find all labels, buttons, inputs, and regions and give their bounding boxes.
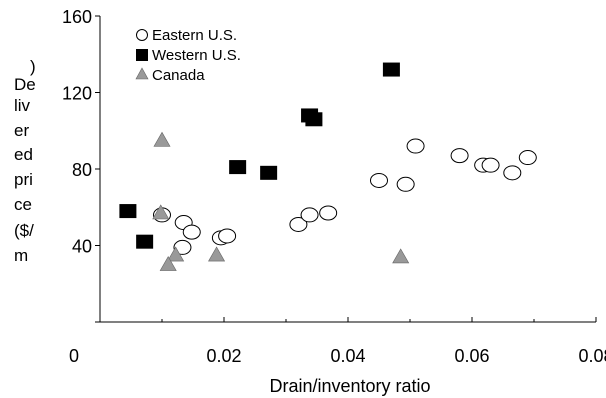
ticks [95, 15, 597, 323]
legend-marker-square [136, 49, 148, 61]
point-eastern [503, 165, 522, 181]
x-tick-label: 0.04 [330, 346, 365, 366]
point-canada [152, 204, 170, 220]
legend-label-canada: Canada [152, 67, 205, 84]
point-eastern [319, 205, 338, 221]
y-axis-title-line: ed [14, 145, 33, 164]
y-axis-title: )De liv er ed pri ce ($/ m [14, 57, 36, 265]
point-canada [167, 246, 185, 262]
point-eastern [518, 150, 537, 166]
point-western [305, 112, 323, 127]
tick-labels: 40 80 120 160 0 0.02 0.04 0.06 0.08 [62, 7, 606, 366]
x-axis-title: Drain/inventory ratio [269, 376, 430, 396]
point-eastern [182, 224, 201, 240]
point-eastern [450, 148, 469, 164]
point-western [382, 62, 400, 77]
y-axis-title-line: ($/ [14, 221, 34, 240]
y-axis-title-line: liv [14, 96, 31, 115]
point-canada [392, 248, 410, 264]
point-eastern [481, 157, 500, 173]
legend-marker-triangle [135, 67, 149, 80]
point-western [260, 165, 278, 180]
y-tick-label: 40 [72, 237, 92, 257]
y-tick-label: 120 [62, 84, 92, 104]
y-tick-label: 80 [72, 160, 92, 180]
y-axis-title-line: De [14, 75, 36, 94]
y-axis-title-line: ce [14, 195, 32, 214]
y-axis-title-line: m [14, 246, 28, 265]
point-western [136, 234, 154, 249]
legend-label-western: Western U.S. [152, 47, 241, 64]
legend-marker-circle [136, 29, 148, 41]
data-points [119, 62, 537, 271]
y-tick-label: 160 [62, 7, 92, 27]
point-eastern [406, 138, 425, 154]
y-axis-title-line: ) [30, 57, 36, 76]
legend-entry-eastern: Eastern U.S. [136, 27, 237, 44]
point-canada [153, 131, 171, 147]
point-eastern [289, 216, 308, 232]
point-eastern [370, 172, 388, 188]
legend-entry-canada: Canada [135, 67, 205, 84]
point-canada [159, 256, 177, 271]
x-tick-label: 0 [69, 346, 79, 366]
legend-entry-western: Western U.S. [136, 47, 241, 64]
x-tick-label: 0.02 [206, 346, 241, 366]
point-eastern [173, 239, 192, 255]
x-tick-label: 0.08 [578, 346, 606, 366]
point-western [119, 204, 137, 219]
x-tick-label: 0.06 [454, 346, 489, 366]
legend-label-eastern: Eastern U.S. [152, 27, 237, 44]
point-western [229, 160, 247, 175]
point-eastern [396, 176, 415, 192]
y-axis-title-line: pri [14, 170, 33, 189]
point-eastern [218, 228, 237, 244]
point-eastern [300, 207, 319, 223]
legend: Eastern U.S. Western U.S. Canada [135, 27, 241, 84]
point-canada [208, 246, 226, 262]
y-axis-title-line: er [14, 121, 29, 140]
